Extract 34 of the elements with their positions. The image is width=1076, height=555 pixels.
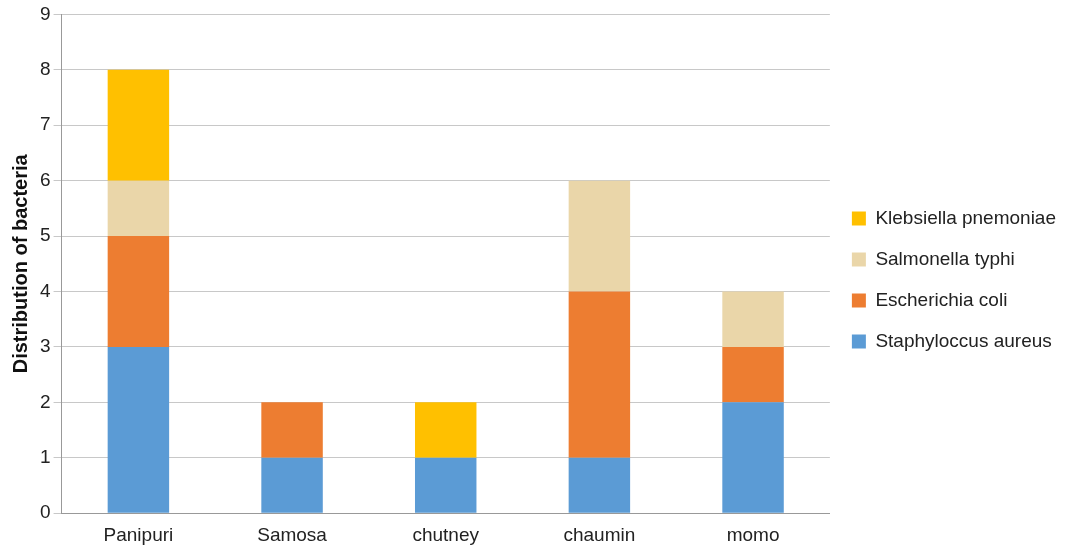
y-tick-label: 9 xyxy=(39,2,51,24)
x-tick-label: Samosa xyxy=(257,523,328,545)
legend-label: Escherichia coli xyxy=(875,288,1008,310)
y-tick-label: 4 xyxy=(39,279,51,301)
y-tick-label: 6 xyxy=(39,168,51,190)
x-tick-label: Panipuri xyxy=(103,523,174,545)
bar xyxy=(568,457,631,513)
x-tick-label: chutney xyxy=(412,523,480,545)
y-tick-label: 5 xyxy=(39,224,51,246)
y-tick-label: 0 xyxy=(39,501,51,523)
x-tick-label: momo xyxy=(726,523,780,545)
y-tick-label: 3 xyxy=(39,335,51,357)
bar xyxy=(107,180,170,237)
legend-label: Klebsiella pnemoniae xyxy=(875,206,1056,228)
bar xyxy=(722,346,784,403)
bar xyxy=(722,402,784,513)
bar xyxy=(107,236,170,347)
bar xyxy=(261,402,323,458)
y-tick-label: 7 xyxy=(39,113,51,135)
legend-label: Salmonella typhi xyxy=(875,247,1015,269)
y-tick-label: 2 xyxy=(39,390,51,412)
x-tick-label: chaumin xyxy=(563,523,636,545)
y-tick-label: 8 xyxy=(39,58,51,80)
legend-label: Staphyloccus aureus xyxy=(875,329,1052,351)
y-axis-title: Distribution of bacteria xyxy=(8,153,31,374)
bar xyxy=(722,291,784,347)
bar xyxy=(568,291,631,458)
y-tick-label: 1 xyxy=(39,446,51,468)
bar xyxy=(107,69,170,181)
bar xyxy=(414,457,477,513)
bar xyxy=(414,402,477,458)
bar xyxy=(568,180,631,292)
bar xyxy=(107,346,170,513)
bar xyxy=(261,457,323,513)
